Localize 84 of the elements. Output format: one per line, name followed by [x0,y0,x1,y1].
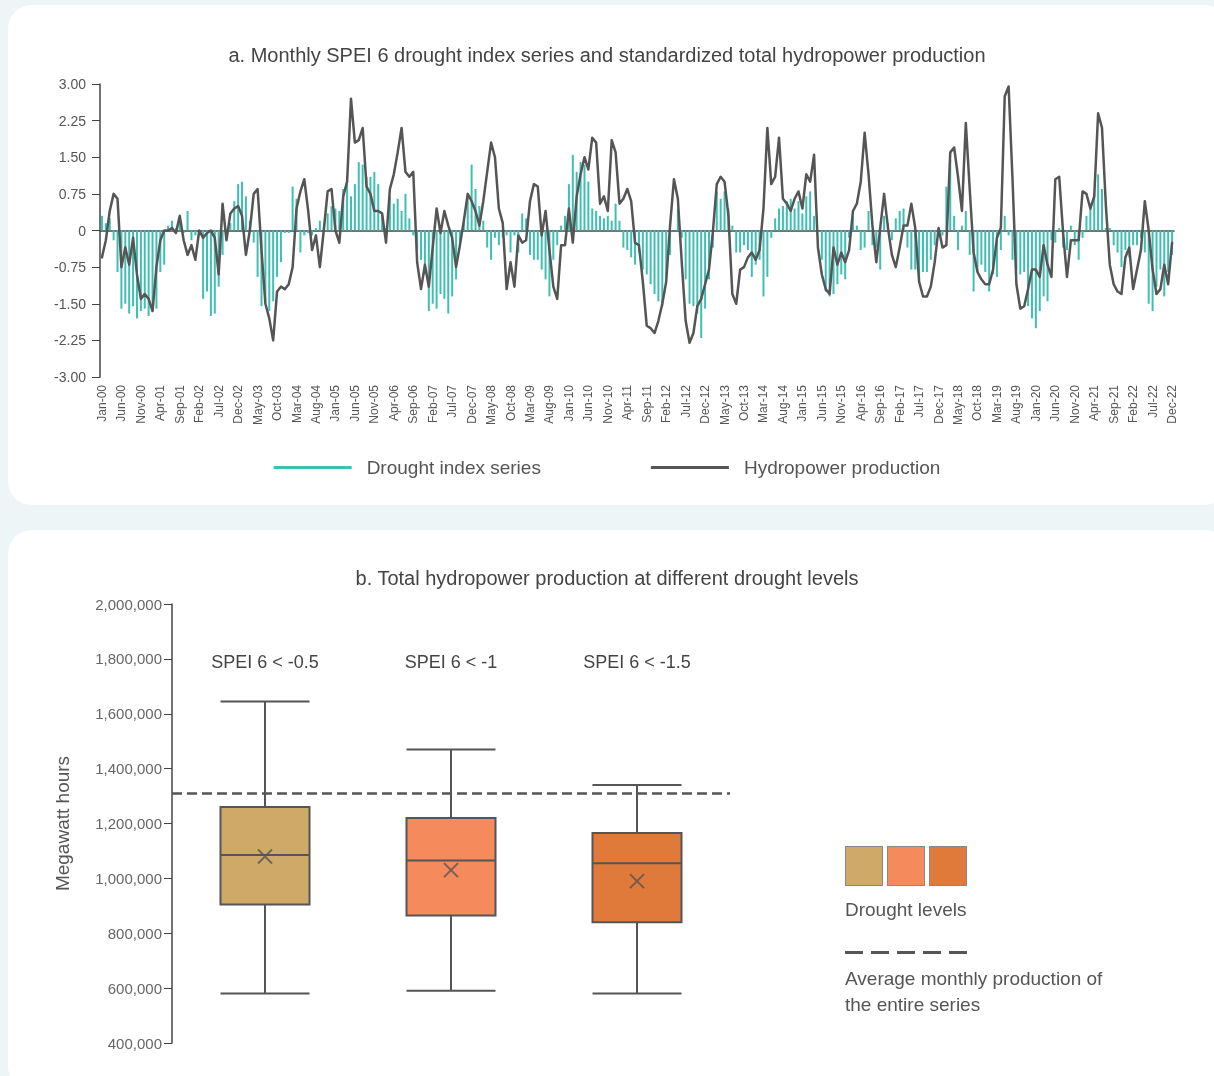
y-axis-title: Megawatt hours [52,755,73,892]
x-tick-label: Jan-15 [795,384,810,422]
legend-label: Drought index series [366,457,541,478]
y-tick-label: 1,600,000 [95,705,162,723]
y-tick-label: -3.00 [54,369,87,385]
x-tick-label: Feb-12 [659,384,674,424]
y-tick-label: 0.75 [58,185,87,202]
x-tick-label: Sep-06 [406,384,421,424]
x-tick-label: Oct-18 [970,384,985,422]
x-tick-label: Aug-09 [542,384,557,424]
x-tick-label: Jan-20 [1028,384,1043,422]
x-tick-label: Aug-04 [308,384,323,424]
x-tick-label: Oct-13 [737,384,752,422]
x-tick-label: Apr-06 [386,384,401,422]
x-tick-label: Jun-05 [347,384,362,422]
x-tick-label: Jun-10 [581,384,596,422]
x-tick-label: Nov-10 [600,384,615,424]
ref-line-label: Average monthly production of the entire series [845,967,1104,1017]
x-tick-label: Jul-12 [678,384,693,418]
y-tick-label: 1,800,000 [95,650,162,668]
x-tick-label: Nov-05 [367,384,382,424]
y-tick-label: 1,200,000 [95,815,162,832]
legend-title: Drought levels [845,899,968,921]
x-tick-label: May-18 [951,384,966,426]
x-tick-label: Sep-16 [873,384,888,424]
x-tick-label: Jan-05 [328,384,343,422]
x-tick-label: Jan-00 [94,384,109,422]
x-tick-label: Mar-19 [989,384,1004,424]
y-tick-label: 1,000,000 [95,869,162,887]
x-tick-label: Feb-17 [892,384,907,424]
y-tick-label: 600,000 [107,979,162,997]
x-tick-label: Sep-11 [639,384,654,423]
y-tick-label: 0 [78,222,87,239]
x-tick-label: Apr-21 [1087,384,1102,422]
x-tick-label: Jul-17 [912,384,927,418]
x-tick-label: Jun-20 [1048,384,1063,422]
x-tick-label: Mar-14 [756,384,771,424]
x-tick-label: May-13 [717,384,732,426]
x-tick-label: Sep-01 [172,384,187,424]
y-tick-label: -0.75 [54,259,87,276]
x-tick-label: Oct-03 [270,384,285,422]
x-tick-label: Dec-12 [698,384,713,424]
x-tick-label: Aug-14 [775,384,790,424]
chart-title: b. Total hydropower production at different drought levels [355,567,859,589]
x-tick-label: SPEI 6 < -1.5 [583,652,691,673]
x-tick-label: Nov-20 [1067,384,1082,424]
x-tick-label: Oct-08 [503,384,518,422]
x-tick-label: Jun-00 [114,384,129,422]
y-tick-label: 1,400,000 [95,760,162,778]
y-tick-label: 1.50 [58,149,87,166]
y-tick-label: 2,000,000 [95,595,162,613]
x-tick-label: Jan-10 [561,384,576,422]
x-tick-label: Dec-22 [1165,384,1180,424]
x-tick-label: Nov-15 [834,384,849,424]
x-tick-label: Nov-00 [133,384,148,424]
y-tick-label: -1.50 [54,295,87,312]
x-tick-label: Feb-22 [1126,384,1141,424]
x-tick-label: Jun-15 [814,384,829,422]
x-tick-label: Sep-21 [1106,384,1121,424]
x-tick-label: Dec-02 [231,384,246,424]
y-tick-label: -2.25 [54,332,87,349]
x-tick-label: May-03 [250,384,265,426]
x-tick-label: Mar-04 [289,384,304,424]
x-tick-label: Aug-19 [1009,384,1024,424]
x-tick-label: SPEI 6 < -1 [404,652,498,673]
y-tick-label: 3.00 [58,76,87,92]
x-tick-label: Jul-22 [1145,384,1160,418]
x-tick-label: Apr-16 [853,384,868,422]
x-tick-label: Dec-17 [931,384,946,424]
x-tick-label: May-08 [484,384,499,426]
x-tick-label: Feb-07 [425,384,440,424]
x-tick-label: Feb-02 [192,384,207,424]
x-tick-label: Jul-02 [211,384,226,418]
x-tick-label: Dec-07 [464,384,479,424]
y-tick-label: 800,000 [107,924,162,942]
x-tick-label: Apr-11 [620,384,635,421]
x-tick-label: Apr-01 [153,384,168,422]
y-tick-label: 2.25 [58,112,87,129]
x-tick-label: Jul-07 [445,384,460,418]
y-tick-label: 400,000 [107,1034,162,1052]
x-tick-label: Mar-09 [522,384,537,424]
x-tick-label: SPEI 6 < -0.5 [211,652,319,673]
chart-title: a. Monthly SPEI 6 drought index series and standardized total hydropower production [228,44,986,66]
legend-label: Hydropower production [743,457,941,478]
